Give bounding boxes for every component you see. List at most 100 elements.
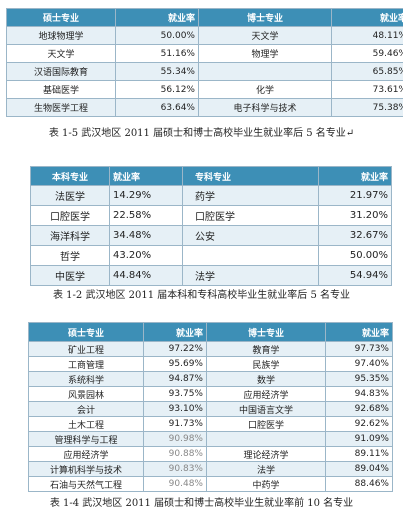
table-row: 中医学 44.84% 法学 54.94% (30, 265, 392, 286)
major-cell: 海洋科学 (30, 225, 110, 246)
column-header: 就业率 (143, 322, 207, 342)
major-cell: 法学 (182, 265, 319, 286)
rate-cell: 90.98% (143, 431, 207, 447)
rate-cell: 75.38% (331, 98, 403, 117)
column-header: 博士专业 (198, 8, 332, 27)
table-row: 计算机科学与技术 90.83% 法学 89.04% (28, 461, 393, 477)
column-header: 就业率 (318, 166, 392, 186)
major-cell: 中药学 (206, 476, 326, 492)
table-caption: 表 1-4 武汉地区 2011 届硕士和博士高校毕业生就业率前 10 名专业 (49, 498, 354, 509)
major-cell: 地球物理学 (6, 26, 116, 45)
major-cell: 天文学 (198, 26, 332, 45)
major-cell (206, 431, 326, 447)
major-cell: 石油与天然气工程 (28, 476, 144, 492)
major-cell: 口腔医学 (182, 205, 319, 226)
major-cell: 电子科学与技术 (198, 98, 332, 117)
rate-cell: 89.11% (325, 446, 393, 462)
major-cell: 基础医学 (6, 80, 116, 99)
major-cell (198, 62, 332, 81)
major-cell: 生物医学工程 (6, 98, 116, 117)
rate-cell: 54.94% (318, 265, 392, 286)
major-cell: 法学 (206, 461, 326, 477)
rate-cell: 73.61% (331, 80, 403, 99)
rate-cell: 55.34% (115, 62, 199, 81)
table-header-row: 硕士专业 就业率 博士专业 就业率 (6, 8, 403, 27)
rate-cell: 97.73% (325, 341, 393, 357)
rate-cell: 95.69% (143, 356, 207, 372)
rate-cell: 91.09% (325, 431, 393, 447)
column-header: 就业率 (331, 8, 403, 27)
major-cell: 工商管理 (28, 356, 144, 372)
table-header-row: 本科专业 就业率 专科专业 就业率 (30, 166, 392, 186)
major-cell: 口腔医学 (206, 416, 326, 432)
rate-cell: 91.73% (143, 416, 207, 432)
table-row: 风景园林 93.75% 应用经济学 94.83% (28, 386, 393, 402)
rate-cell: 94.83% (325, 386, 393, 402)
column-header: 博士专业 (206, 322, 326, 342)
rate-cell: 90.48% (143, 476, 207, 492)
major-cell: 物理学 (198, 44, 332, 63)
table-row: 法医学 14.29% 药学 21.97% (30, 185, 392, 206)
major-cell (182, 245, 319, 266)
major-cell: 中国语言文学 (206, 401, 326, 417)
rate-cell: 90.88% (143, 446, 207, 462)
rate-cell: 90.83% (143, 461, 207, 477)
table-header-row: 硕士专业 就业率 博士专业 就业率 (28, 322, 393, 342)
major-cell: 系统科学 (28, 371, 144, 387)
rate-cell: 93.75% (143, 386, 207, 402)
major-cell: 法医学 (30, 185, 110, 206)
major-cell: 教育学 (206, 341, 326, 357)
major-cell: 民族学 (206, 356, 326, 372)
major-cell: 管理科学与工程 (28, 431, 144, 447)
table-row: 系统科学 94.87% 数学 95.35% (28, 371, 393, 387)
table-row: 汉语国际教育 55.34% 65.85% (6, 62, 403, 81)
rate-cell: 32.67% (318, 225, 392, 246)
rate-cell: 22.58% (109, 205, 183, 226)
table-caption: 表 1-2 武汉地区 2011 届本科和专科高校毕业生就业率后 5 名专业 (53, 290, 350, 301)
major-cell: 化学 (198, 80, 332, 99)
table-row: 口腔医学 22.58% 口腔医学 31.20% (30, 205, 392, 226)
table-1-5-bottom5-master-phd: 硕士专业 就业率 博士专业 就业率 地球物理学 50.00% 天文学 48.11… (6, 8, 403, 117)
major-cell: 理论经济学 (206, 446, 326, 462)
major-cell: 会计 (28, 401, 144, 417)
rate-cell: 97.40% (325, 356, 393, 372)
table-row: 地球物理学 50.00% 天文学 48.11% (6, 26, 403, 45)
rate-cell: 93.10% (143, 401, 207, 417)
table-row: 海洋科学 34.48% 公安 32.67% (30, 225, 392, 246)
major-cell: 应用经济学 (206, 386, 326, 402)
rate-cell: 92.62% (325, 416, 393, 432)
rate-cell: 89.04% (325, 461, 393, 477)
rate-cell: 34.48% (109, 225, 183, 246)
major-cell: 汉语国际教育 (6, 62, 116, 81)
rate-cell: 51.16% (115, 44, 199, 63)
rate-cell: 44.84% (109, 265, 183, 286)
rate-cell: 31.20% (318, 205, 392, 226)
major-cell: 风景园林 (28, 386, 144, 402)
column-header: 就业率 (115, 8, 199, 27)
major-cell: 矿业工程 (28, 341, 144, 357)
table-row: 管理科学与工程 90.98% 91.09% (28, 431, 393, 447)
rate-cell: 50.00% (115, 26, 199, 45)
table-caption: 表 1-5 武汉地区 2011 届硕士和博士高校毕业生就业率后 5 名专业↵ (48, 128, 355, 139)
rate-cell: 97.22% (143, 341, 207, 357)
table-row: 土木工程 91.73% 口腔医学 92.62% (28, 416, 393, 432)
rate-cell: 14.29% (109, 185, 183, 206)
table-row: 哲学 43.20% 50.00% (30, 245, 392, 266)
column-header: 就业率 (325, 322, 393, 342)
rate-cell: 21.97% (318, 185, 392, 206)
rate-cell: 56.12% (115, 80, 199, 99)
rate-cell: 95.35% (325, 371, 393, 387)
major-cell: 数学 (206, 371, 326, 387)
column-header: 硕士专业 (28, 322, 144, 342)
rate-cell: 43.20% (109, 245, 183, 266)
table-1-4-top10-master-phd: 硕士专业 就业率 博士专业 就业率 矿业工程 97.22% 教育学 97.73%… (28, 322, 393, 492)
column-header: 就业率 (109, 166, 183, 186)
table-row: 会计 93.10% 中国语言文学 92.68% (28, 401, 393, 417)
table-row: 基础医学 56.12% 化学 73.61% (6, 80, 403, 99)
column-header: 硕士专业 (6, 8, 116, 27)
table-row: 应用经济学 90.88% 理论经济学 89.11% (28, 446, 393, 462)
table-row: 石油与天然气工程 90.48% 中药学 88.46% (28, 476, 393, 492)
rate-cell: 59.46% (331, 44, 403, 63)
column-header: 专科专业 (182, 166, 319, 186)
rate-cell: 63.64% (115, 98, 199, 117)
